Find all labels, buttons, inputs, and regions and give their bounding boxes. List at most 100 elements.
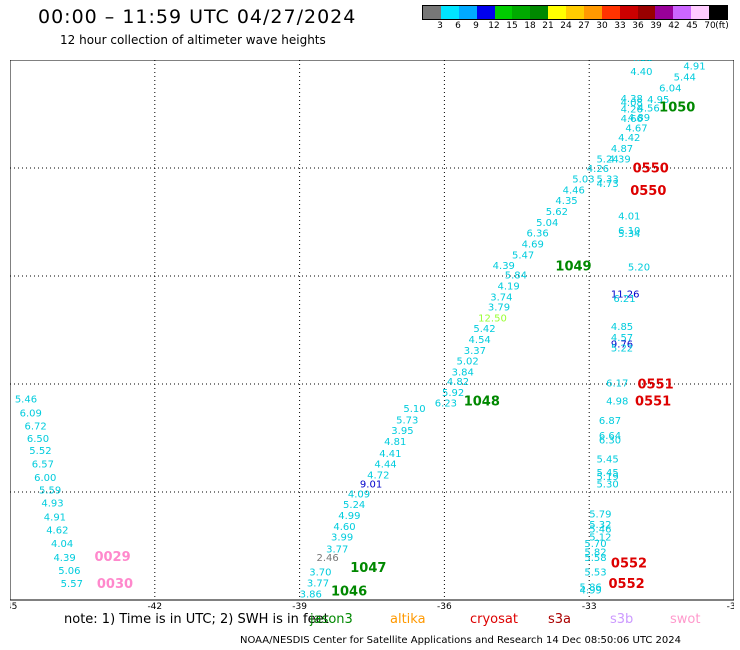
wave-height-value: 4.44 xyxy=(374,460,396,471)
wave-height-value: 5.84 xyxy=(505,271,527,282)
wave-height-value: 4.62 xyxy=(46,526,68,537)
x-tick-label: -36 xyxy=(437,602,452,610)
wave-height-value: 4.26 xyxy=(621,104,643,115)
wave-height-value: 5.62 xyxy=(546,207,568,218)
legend-entry-jason3: jason3 xyxy=(310,612,353,627)
wave-height-value: 3.99 xyxy=(331,533,353,544)
color-swatch xyxy=(619,6,638,19)
legend-entry-cryosat: cryosat xyxy=(470,612,518,627)
wave-height-value: 6.57 xyxy=(32,460,54,471)
wave-height-value: 4.19 xyxy=(497,282,519,293)
wave-height-value: 5.57 xyxy=(61,579,83,590)
wave-height-value: 5.79 xyxy=(589,509,611,520)
wave-height-value: 6.10 xyxy=(618,226,640,237)
pass-time-label: 1046 xyxy=(331,585,367,600)
wave-height-value: 5.45 xyxy=(596,454,618,465)
wave-height-value: 6.30 xyxy=(599,435,621,446)
wave-height-value: 6.23 xyxy=(435,399,457,410)
wave-height-value: 2.46 xyxy=(316,553,338,564)
wave-height-value: 4.93 xyxy=(41,499,63,510)
color-scale-label: 21 xyxy=(542,21,554,31)
wave-height-value: 6.72 xyxy=(24,421,46,432)
wave-height-value: 5.86 xyxy=(580,582,602,593)
pass-time-label: 0551 xyxy=(635,395,671,410)
wave-height-value: 5.70 xyxy=(584,539,606,550)
color-swatch xyxy=(512,6,531,19)
wave-height-value: 5.02 xyxy=(456,357,478,368)
color-swatch xyxy=(691,6,709,19)
wave-height-value: 4.40 xyxy=(630,67,652,78)
wave-height-value: 6.00 xyxy=(34,473,56,484)
wave-height-value: 5.46 xyxy=(15,394,37,405)
wave-height-value: 3.70 xyxy=(309,568,331,579)
wave-height-value: 5.58 xyxy=(584,553,606,564)
wave-height-value: 3.77 xyxy=(307,579,329,590)
color-scale-label: 36 xyxy=(632,21,644,31)
wave-height-value: 5.12 xyxy=(589,533,611,544)
pass-time-label: 1050 xyxy=(659,100,695,115)
altimeter-map: -45-42-39-36-33-304042444648505.466.096.… xyxy=(10,60,734,610)
wave-height-value: 5.44 xyxy=(674,73,696,84)
color-swatch xyxy=(566,6,584,19)
wave-height-value: 4.35 xyxy=(555,196,577,207)
wave-height-value: 3.95 xyxy=(391,426,413,437)
wave-height-value: 6.50 xyxy=(27,434,49,445)
wave-height-value: 5.32 xyxy=(589,520,611,531)
wave-height-value: 4.69 xyxy=(522,239,544,250)
color-swatch xyxy=(494,6,513,19)
wave-height-value: 4.82 xyxy=(447,377,469,388)
x-tick-label: -30 xyxy=(727,602,734,610)
wave-height-value: 3.86 xyxy=(300,589,322,600)
wave-height-value: 5.46 xyxy=(589,525,611,536)
wave-height-value: 5.06 xyxy=(58,566,80,577)
wave-height-value: 5.47 xyxy=(512,251,534,262)
note-text: note: 1) Time is in UTC; 2) SWH is in fe… xyxy=(64,612,329,627)
wave-height-value: 4.99 xyxy=(338,511,360,522)
wave-height-value: 5.24 xyxy=(343,500,365,511)
wave-height-value: 5.92 xyxy=(442,388,464,399)
wave-height-value: 11.26 xyxy=(611,290,640,301)
legend-entry-s3b: s3b xyxy=(610,612,634,627)
color-scale-bar xyxy=(422,5,728,20)
color-scale-label: 33 xyxy=(614,21,626,31)
pass-time-label: 0552 xyxy=(609,577,645,592)
wave-height-value: 5.52 xyxy=(29,446,51,457)
wave-height-value: 4.01 xyxy=(618,211,640,222)
wave-height-value: 4.54 xyxy=(469,335,491,346)
pass-time-label: 0551 xyxy=(637,377,673,392)
map-title: 00:00 – 11:59 UTC 04/27/2024 xyxy=(38,6,357,28)
pass-time-label: 0550 xyxy=(633,161,669,176)
wave-height-value: 4.38 xyxy=(621,94,643,105)
color-scale-label: 39 xyxy=(650,21,662,31)
wave-height-value: 6.04 xyxy=(659,83,681,94)
wave-height-value: 12.50 xyxy=(478,313,507,324)
color-scale-label: 24 xyxy=(560,21,572,31)
color-swatch xyxy=(655,6,674,19)
wave-height-value: 5.82 xyxy=(584,548,606,559)
legend-entry-swot: swot xyxy=(670,612,701,627)
wave-height-value: 4.99 xyxy=(580,586,602,597)
wave-height-value: 5.22 xyxy=(611,344,633,355)
color-scale-label: 18 xyxy=(524,21,536,31)
color-scale-label: 70 xyxy=(704,21,716,31)
color-scale-label: 12 xyxy=(488,21,500,31)
wave-height-value: 4.46 xyxy=(563,185,585,196)
wave-height-value: 4.04 xyxy=(51,539,73,550)
wave-height-value: 5.34 xyxy=(618,229,640,240)
map-frame xyxy=(10,60,734,601)
wave-height-value: 5.33 xyxy=(596,175,618,186)
wave-height-value: 6.36 xyxy=(526,229,548,240)
wave-height-value: 4.26 xyxy=(587,164,609,175)
wave-height-value: 5.03 xyxy=(572,175,594,186)
wave-height-value: 4.91 xyxy=(683,62,705,73)
wave-height-value: 4.85 xyxy=(611,322,633,333)
x-tick-label: -39 xyxy=(292,602,307,610)
wave-height-value: 3.74 xyxy=(490,292,512,303)
wave-height-value: 5.73 xyxy=(396,415,418,426)
wave-height-value: 5.53 xyxy=(584,568,606,579)
color-scale-label: 3 xyxy=(437,21,443,31)
wave-height-value: 4.87 xyxy=(611,144,633,155)
wave-height-value: 6.87 xyxy=(599,416,621,427)
wave-height-value: 5.04 xyxy=(536,218,558,229)
color-swatch xyxy=(709,6,727,19)
